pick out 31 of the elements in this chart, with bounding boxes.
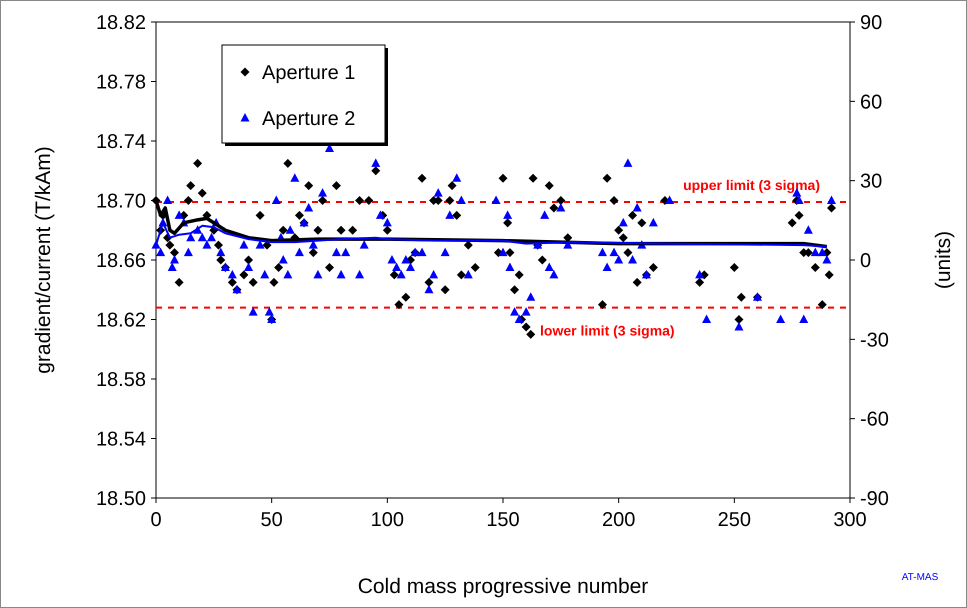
y-tick-label: 18.66 <box>96 250 146 272</box>
y-tick-label: 18.62 <box>96 310 146 332</box>
y-tick-label: 18.82 <box>96 12 146 34</box>
y2-tick-label: 0 <box>860 250 872 272</box>
y-tick-label: 18.50 <box>96 488 146 510</box>
x-tick-label: 100 <box>370 509 404 531</box>
y2-tick-label: 60 <box>860 91 882 114</box>
y-tick-label: 18.74 <box>96 131 146 153</box>
x-tick-label: 50 <box>260 509 283 531</box>
ref-line-label: upper limit (3 sigma) <box>683 176 820 193</box>
y2-tick-label: -90 <box>860 488 889 510</box>
x-tick-label: 300 <box>833 509 867 531</box>
text: AT-MAS <box>902 572 939 583</box>
y-tick-label: 18.58 <box>96 369 146 391</box>
y-tick-label: 18.70 <box>96 190 146 212</box>
legend-label: Aperture 2 <box>262 108 356 130</box>
x-tick-label: 250 <box>718 509 752 531</box>
y-tick-label: 18.54 <box>96 428 146 450</box>
y2-axis-title: (units) <box>932 230 955 290</box>
y2-tick-label: -30 <box>860 329 889 352</box>
y2-tick-label: 30 <box>860 170 882 193</box>
x-axis-title: Cold mass progressive number <box>358 575 648 598</box>
y2-tick-label: -60 <box>860 408 889 431</box>
x-tick-label: 0 <box>150 509 162 531</box>
ref-line-label: lower limit (3 sigma) <box>540 322 675 339</box>
y-axis-title: gradient/current (T/kAm) <box>32 146 55 374</box>
x-tick-label: 150 <box>486 509 520 531</box>
y2-tick-label: 90 <box>860 12 882 34</box>
y-tick-label: 18.78 <box>96 72 146 94</box>
x-tick-label: 200 <box>602 509 636 531</box>
legend-label: Aperture 1 <box>262 62 356 84</box>
